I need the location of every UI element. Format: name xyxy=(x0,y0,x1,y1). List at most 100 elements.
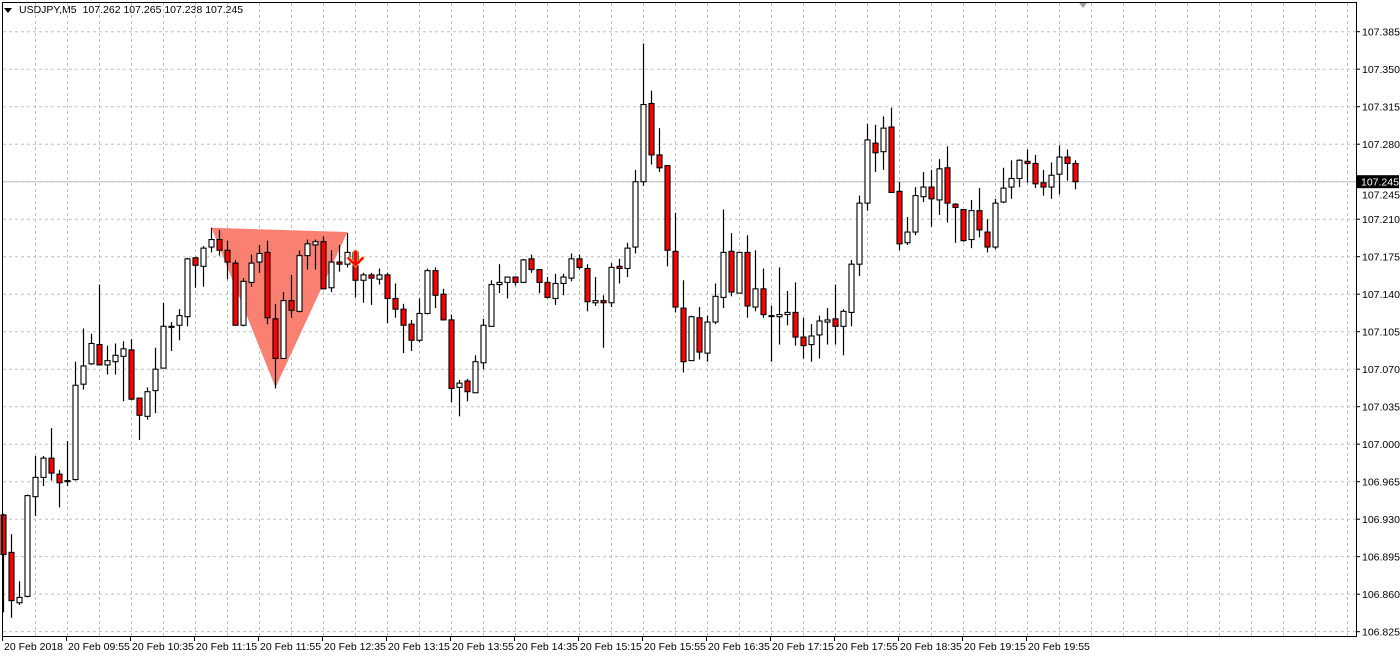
y-tick-label: 106.965 xyxy=(1362,477,1400,489)
candle xyxy=(912,187,919,236)
candle-body-bull xyxy=(360,274,367,281)
candle xyxy=(952,203,959,243)
candle xyxy=(656,128,663,173)
candle xyxy=(512,276,519,286)
candle-body-bear xyxy=(368,274,375,279)
time-axis: 20 Feb 2018 20 Feb 09:55 20 Feb 10:35 20 Fe… xyxy=(2,636,1090,653)
candle xyxy=(760,268,767,318)
y-tick-label: 106.825 xyxy=(1362,627,1400,639)
candle-body-bull xyxy=(120,348,127,357)
candle-body-bear xyxy=(1040,182,1047,188)
candle xyxy=(264,240,271,325)
x-tick-label: 20 Feb 17:15 xyxy=(772,641,834,653)
x-tick-label: 20 Feb 2018 xyxy=(4,641,63,653)
candle-body-bear xyxy=(984,231,991,248)
candle xyxy=(960,209,967,242)
candle-body-bear xyxy=(680,307,687,363)
x-tick-label: 20 Feb 13:15 xyxy=(388,641,450,653)
candle xyxy=(592,277,599,306)
candle xyxy=(88,333,95,365)
candle-body-bear xyxy=(576,258,583,268)
candle xyxy=(976,188,983,238)
candle-body-bull xyxy=(144,391,151,417)
candle xyxy=(16,581,23,605)
candle-body-bull xyxy=(568,258,575,279)
candle xyxy=(200,245,207,287)
candle xyxy=(544,277,551,299)
y-tick-label: 107.245 xyxy=(1362,190,1400,202)
candle xyxy=(240,278,247,327)
candle xyxy=(440,288,447,321)
candle xyxy=(304,239,311,270)
candle xyxy=(768,305,775,362)
candle-body-bull xyxy=(328,261,335,289)
y-tick-label: 106.930 xyxy=(1362,514,1400,526)
plot-frame xyxy=(2,2,1357,637)
candle xyxy=(936,159,943,215)
candle xyxy=(480,318,487,370)
candle xyxy=(1072,160,1079,190)
candle-body-bear xyxy=(888,126,895,193)
candle xyxy=(904,217,911,245)
candle-body-bear xyxy=(696,317,703,353)
candle xyxy=(848,259,855,327)
candle xyxy=(536,269,543,294)
candle-body-bear xyxy=(8,551,15,602)
candle-body-bull xyxy=(248,262,255,283)
y-tick-label: 107.140 xyxy=(1362,289,1400,301)
candle xyxy=(1016,159,1023,188)
x-tick-label: 20 Feb 17:55 xyxy=(836,641,898,653)
chart-shift-marker-icon[interactable] xyxy=(1079,3,1087,8)
dropdown-triangle-icon[interactable] xyxy=(4,7,12,13)
candle-body-bull xyxy=(488,284,495,327)
candle-body-bull xyxy=(296,255,303,312)
sell-arrow-down-icon[interactable] xyxy=(346,249,365,268)
candle xyxy=(720,209,727,309)
candle xyxy=(872,124,879,173)
current-price-text: 107.245 xyxy=(1361,177,1399,189)
candle xyxy=(816,315,823,359)
price-axis: 107.385107.350107.315107.280107.245107.2… xyxy=(1356,27,1400,639)
triangle-pattern-shape[interactable] xyxy=(211,227,348,388)
candle xyxy=(736,251,743,294)
x-tick-label: 20 Feb 11:15 xyxy=(196,641,257,653)
x-tick-label: 20 Feb 19:55 xyxy=(1028,641,1090,653)
candle-body-bull xyxy=(560,276,567,285)
candle xyxy=(448,314,455,403)
candle xyxy=(1064,149,1071,181)
candle-body-bear xyxy=(392,297,399,310)
candle xyxy=(1056,145,1063,195)
candle xyxy=(944,146,951,223)
x-tick-label: 20 Feb 14:35 xyxy=(516,641,578,653)
candle-body-bull xyxy=(720,251,727,298)
candle-body-bear xyxy=(400,308,407,326)
candle xyxy=(432,267,439,309)
candle-body-bull xyxy=(312,241,319,246)
candle xyxy=(696,307,703,360)
candle xyxy=(784,290,791,326)
candle-body-bull xyxy=(848,263,855,313)
candle-body-bull xyxy=(1008,177,1015,188)
x-tick-label: 20 Feb 15:55 xyxy=(644,641,706,653)
candle-body-bull xyxy=(40,457,47,478)
candle-body-bear xyxy=(432,270,439,296)
y-tick-label: 106.895 xyxy=(1362,552,1400,564)
y-tick-label: 107.280 xyxy=(1362,139,1400,151)
candle xyxy=(1008,160,1015,199)
candle xyxy=(728,233,735,297)
candle xyxy=(472,355,479,394)
candle-body-bear xyxy=(584,267,591,303)
candle xyxy=(296,250,303,313)
candle xyxy=(408,319,415,351)
y-tick-label: 107.315 xyxy=(1362,102,1400,114)
symbol-label: USDJPY,M5 xyxy=(19,4,77,16)
candle xyxy=(1032,154,1039,189)
candle xyxy=(1000,167,1007,204)
candle xyxy=(488,280,495,327)
candle xyxy=(360,272,367,303)
candle xyxy=(888,107,895,193)
candle-body-bear xyxy=(528,258,535,271)
candle xyxy=(176,309,183,341)
y-tick-label: 107.350 xyxy=(1362,64,1400,76)
